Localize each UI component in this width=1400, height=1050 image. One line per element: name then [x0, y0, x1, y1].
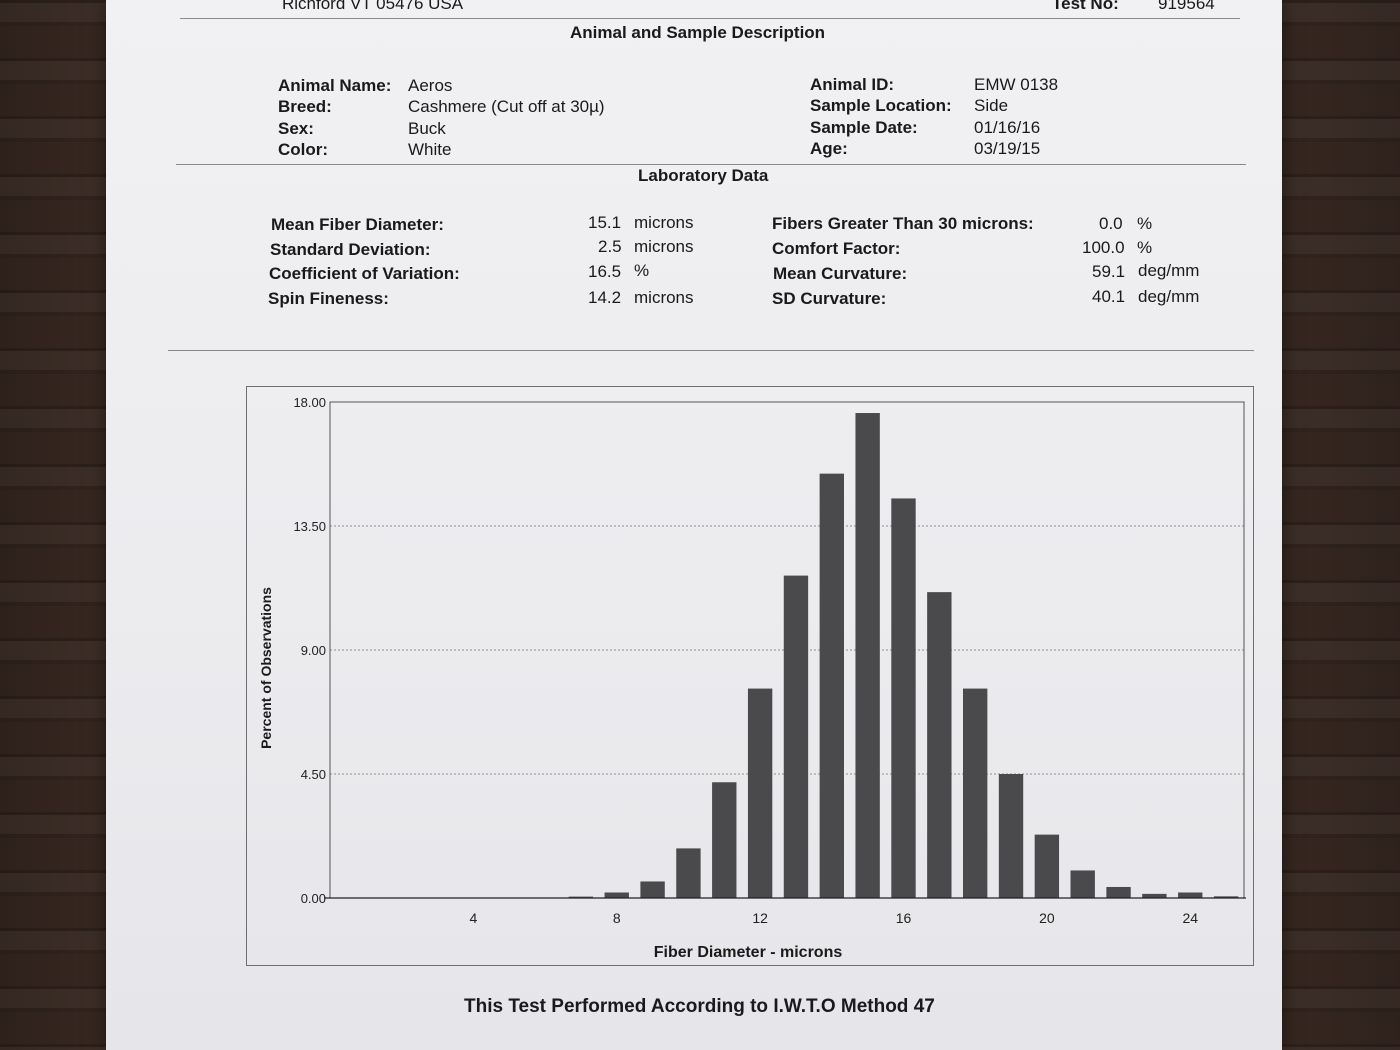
- histogram-frame: [246, 386, 1254, 966]
- sample-date-label: Sample Date:: [810, 118, 918, 137]
- mean-curvature-unit: deg/mm: [1138, 261, 1200, 280]
- age-value: 03/19/15: [974, 139, 1041, 158]
- breed-label: Breed:: [278, 97, 332, 116]
- coefficient-of-variation-label: Coefficient of Variation:: [269, 264, 460, 283]
- fiber-diameter-histogram: 0.00 4.50 9.00 13.50 18.00 4 8 12 16 20 24 Fiber Di…: [258, 395, 1246, 961]
- bar: [712, 782, 737, 898]
- bar: [568, 896, 594, 898]
- bar: [855, 413, 880, 898]
- test-no-value: 919564: [1158, 0, 1215, 13]
- animal-section-title: Animal and Sample Description: [570, 23, 826, 42]
- bar: [962, 688, 988, 898]
- y-tick-label: 13.50: [293, 519, 326, 534]
- standard-deviation-value: 2.5: [598, 237, 622, 256]
- lab-section-title: Laboratory Data: [638, 166, 769, 185]
- y-tick-label: 0.00: [301, 891, 326, 906]
- sd-curvature-value: 40.1: [1092, 287, 1126, 306]
- animal-name-label: Animal Name:: [278, 76, 392, 95]
- footer-method-note: This Test Performed According to I.W.T.O…: [464, 996, 935, 1017]
- sample-location-label: Sample Location:: [810, 96, 952, 115]
- x-tick-label: 12: [752, 910, 768, 926]
- bar: [998, 774, 1024, 898]
- comfort-factor-unit: %: [1137, 238, 1153, 257]
- sd-curvature-label: SD Curvature:: [772, 289, 887, 308]
- animal-name-value: Aeros: [408, 76, 453, 95]
- y-axis-title: Percent of Observations: [258, 587, 274, 749]
- bar: [604, 892, 629, 898]
- y-tick-label: 4.50: [301, 767, 326, 782]
- fibers-over-30-unit: %: [1137, 214, 1153, 233]
- animal-id-value: EMW 0138: [974, 75, 1059, 94]
- bar: [783, 575, 809, 898]
- bar: [676, 848, 701, 898]
- bar: [1178, 892, 1203, 898]
- bar: [1070, 870, 1095, 898]
- comfort-factor-label: Comfort Factor:: [772, 239, 901, 258]
- spin-fineness-value: 14.2: [588, 288, 622, 307]
- bar: [640, 881, 665, 898]
- spin-fineness-unit: microns: [634, 288, 694, 307]
- mean-fiber-diameter-unit: microns: [634, 213, 694, 232]
- mean-fiber-diameter-value: 15.1: [588, 213, 622, 232]
- divider: [180, 18, 1240, 19]
- bar: [1142, 893, 1167, 898]
- divider: [176, 164, 1246, 165]
- bar: [819, 473, 844, 898]
- bar: [891, 498, 916, 898]
- y-tick-label: 18.00: [293, 395, 326, 410]
- x-tick-label: 16: [896, 910, 912, 926]
- coefficient-of-variation-unit: %: [634, 261, 650, 280]
- mean-curvature-value: 59.1: [1092, 262, 1126, 281]
- standard-deviation-unit: microns: [634, 237, 694, 256]
- sex-label: Sex:: [278, 119, 314, 138]
- standard-deviation-label: Standard Deviation:: [270, 240, 431, 259]
- test-no-label: Test No:: [1052, 0, 1119, 13]
- color-value: White: [408, 140, 452, 159]
- sex-value: Buck: [408, 119, 446, 138]
- breed-value: Cashmere (Cut off at 30µ): [408, 97, 605, 116]
- lab-address: Richford VT 05476 USA: [282, 0, 464, 13]
- x-tick-label: 20: [1039, 910, 1055, 926]
- sample-location-value: Side: [974, 96, 1009, 115]
- mean-fiber-diameter-label: Mean Fiber Diameter:: [271, 215, 444, 234]
- sample-date-value: 01/16/16: [974, 118, 1041, 137]
- fibers-over-30-value: 0.0: [1099, 214, 1123, 233]
- fibers-over-30-label: Fibers Greater Than 30 microns:: [772, 214, 1034, 233]
- age-label: Age:: [810, 139, 848, 158]
- mean-curvature-label: Mean Curvature:: [773, 264, 908, 283]
- sd-curvature-unit: deg/mm: [1138, 287, 1200, 306]
- bar: [1034, 834, 1060, 898]
- bar: [927, 592, 952, 898]
- bar: [1213, 896, 1239, 898]
- animal-id-label: Animal ID:: [810, 75, 895, 94]
- color-label: Color:: [278, 140, 329, 159]
- report-page: Richford VT 05476 USA Test No: 919564 An…: [106, 0, 1282, 1050]
- x-tick-label: 24: [1182, 910, 1198, 926]
- spin-fineness-label: Spin Fineness:: [268, 289, 389, 308]
- x-tick-label: 4: [469, 910, 477, 926]
- y-tick-label: 9.00: [301, 643, 326, 658]
- bar: [747, 688, 773, 898]
- coefficient-of-variation-value: 16.5: [588, 262, 622, 281]
- bar: [1106, 886, 1131, 898]
- comfort-factor-value: 100.0: [1082, 238, 1125, 257]
- x-axis-title: Fiber Diameter - microns: [654, 944, 843, 961]
- divider: [168, 350, 1254, 351]
- x-tick-label: 8: [613, 910, 621, 926]
